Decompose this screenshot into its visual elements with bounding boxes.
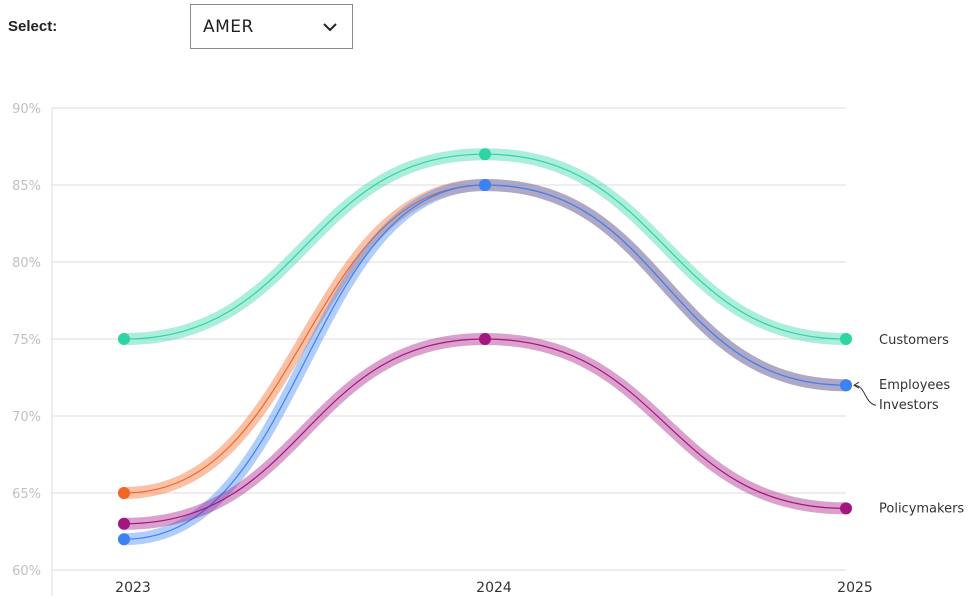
y-tick-label: 85% xyxy=(12,179,41,194)
x-tick-label: 2024 xyxy=(476,580,512,596)
y-tick-label: 70% xyxy=(12,410,41,425)
data-point[interactable] xyxy=(118,487,130,499)
region-select[interactable]: AMER xyxy=(190,4,353,49)
series-label-policymakers: Policymakers xyxy=(879,501,964,516)
y-tick-label: 65% xyxy=(12,487,41,502)
x-axis: 2023 2024 2025 xyxy=(115,580,873,596)
select-label: Select: xyxy=(8,18,58,35)
region-select-value: AMER xyxy=(203,16,254,37)
label-connector xyxy=(853,384,877,406)
series-policymakers xyxy=(118,332,852,530)
series-line xyxy=(123,184,847,540)
series-label-employees: Employees xyxy=(879,378,950,393)
data-point[interactable] xyxy=(479,148,491,161)
data-point[interactable] xyxy=(118,517,130,530)
series-label-customers: Customers xyxy=(879,333,949,348)
series-employees xyxy=(118,178,852,546)
series-customers xyxy=(118,148,852,345)
data-point[interactable] xyxy=(479,333,491,345)
data-point[interactable] xyxy=(118,533,130,546)
series-label-investors: Investors xyxy=(879,398,939,413)
y-axis: 60% 65% 70% 75% 80% 85% 90% xyxy=(12,102,41,579)
data-point[interactable] xyxy=(840,502,852,515)
series-band xyxy=(118,332,852,530)
label-connector-arrow xyxy=(853,381,860,389)
grid xyxy=(51,107,846,596)
y-tick-label: 80% xyxy=(12,256,41,271)
x-tick-label: 2023 xyxy=(115,580,151,596)
series xyxy=(118,148,852,546)
x-tick-label: 2025 xyxy=(837,580,873,596)
data-point[interactable] xyxy=(840,333,852,345)
chevron-down-icon xyxy=(323,23,337,32)
y-tick-label: 60% xyxy=(12,564,41,579)
data-point[interactable] xyxy=(479,179,491,191)
y-tick-label: 90% xyxy=(12,102,41,117)
data-point[interactable] xyxy=(840,379,852,392)
data-point[interactable] xyxy=(118,333,130,345)
series-labels: Customers Employees Investors Policymakers xyxy=(853,333,964,516)
y-tick-label: 75% xyxy=(12,333,41,348)
